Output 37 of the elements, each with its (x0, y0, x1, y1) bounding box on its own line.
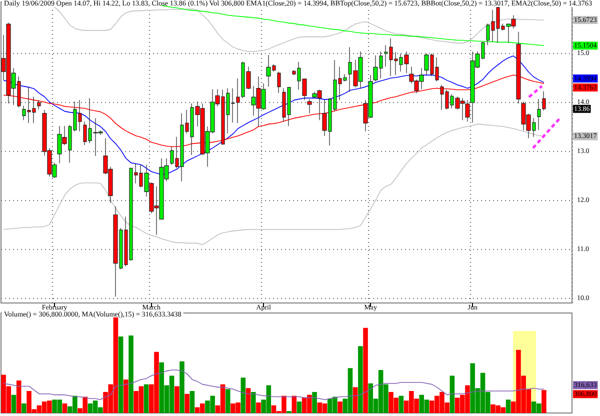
bar (338, 402, 342, 413)
candlestick (37, 100, 41, 110)
bar (16, 380, 22, 413)
bar (180, 361, 184, 413)
bar (450, 376, 455, 413)
candlestick (277, 71, 281, 94)
candlestick (307, 98, 312, 114)
bar (124, 380, 128, 413)
line-series (161, 5, 544, 46)
candlestick (542, 90, 546, 111)
bar (256, 402, 261, 413)
bar (363, 328, 368, 413)
bar (296, 402, 302, 413)
candlestick (537, 98, 541, 130)
line-series (54, 6, 544, 52)
line-series (3, 124, 544, 246)
bar (398, 396, 404, 413)
bar (225, 389, 230, 413)
bar (358, 346, 363, 413)
bar (144, 384, 149, 413)
bar (190, 391, 195, 413)
bar (312, 392, 317, 413)
bar (128, 336, 134, 413)
bar (174, 386, 180, 413)
bar (22, 403, 26, 413)
bar (11, 394, 16, 413)
bar (62, 403, 68, 413)
bar (292, 396, 297, 413)
bar (542, 390, 546, 413)
line-series (3, 56, 544, 175)
bar (352, 387, 358, 413)
bar (506, 400, 511, 413)
bar (246, 388, 251, 413)
bar (184, 394, 190, 413)
bar (118, 336, 124, 413)
bar (240, 378, 246, 413)
bar (250, 392, 256, 413)
